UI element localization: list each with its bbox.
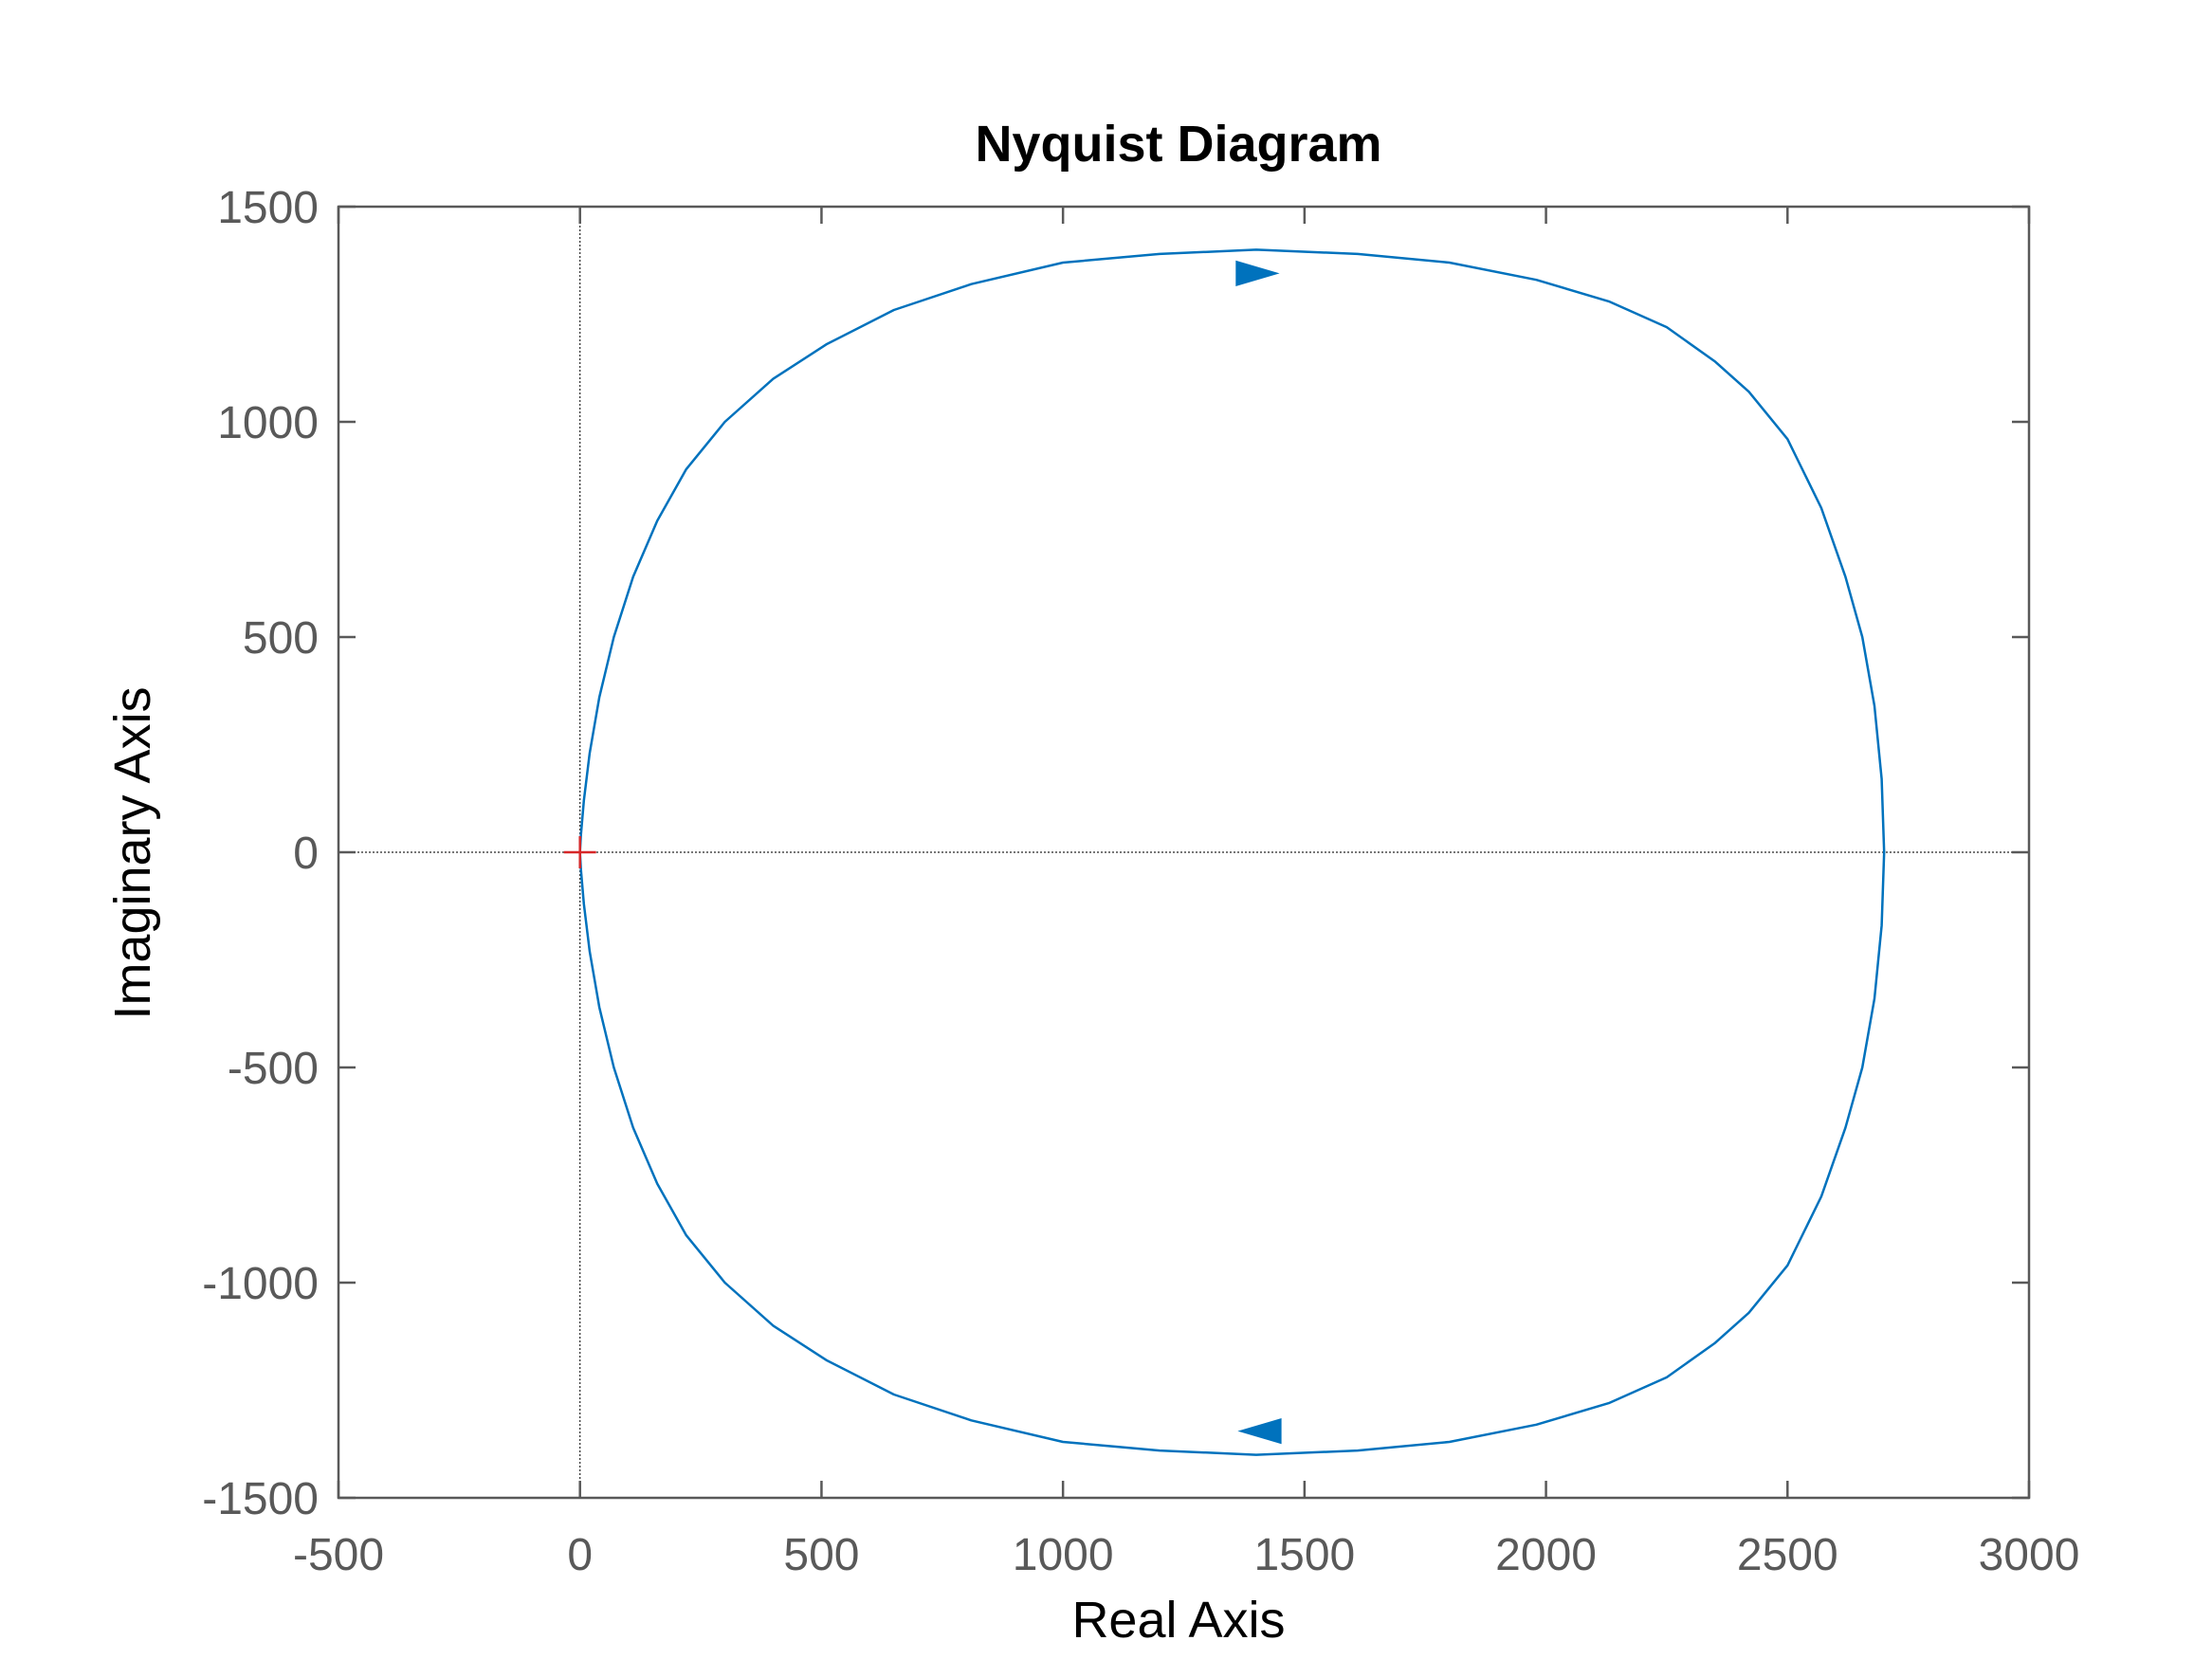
x-tick-label: 2500 — [1737, 1530, 1838, 1580]
y-tick-label: -1000 — [202, 1259, 319, 1309]
y-tick-label: 1000 — [217, 398, 319, 448]
y-tick-label: -500 — [228, 1044, 319, 1094]
y-tick-label: 0 — [293, 829, 319, 879]
y-tick-label: 1500 — [217, 183, 319, 233]
y-axis-label: Imaginary Axis — [104, 686, 161, 1019]
x-tick-label: 3000 — [1979, 1530, 2080, 1580]
x-tick-label: 1500 — [1253, 1530, 1355, 1580]
x-tick-label: 500 — [783, 1530, 859, 1580]
y-tick-label: -1500 — [202, 1474, 319, 1524]
x-tick-label: 0 — [567, 1530, 593, 1580]
x-tick-label: 2000 — [1495, 1530, 1597, 1580]
x-tick-label: -500 — [293, 1530, 384, 1580]
chart-title: Nyquist Diagram — [975, 116, 1381, 173]
direction-arrow-right — [1235, 260, 1280, 287]
direction-arrow-left — [1237, 1417, 1282, 1445]
nyquist-curve-negative — [578, 851, 1886, 1456]
plot-area: -500 0 500 1000 1500 2000 2500 3000 1500 1000 500 0… — [202, 183, 2079, 1580]
x-tick-label: 1000 — [1013, 1530, 1114, 1580]
x-axis-label: Real Axis — [1071, 1592, 1285, 1649]
nyquist-curve-positive — [578, 248, 1886, 853]
y-tick-label: 500 — [243, 613, 319, 664]
